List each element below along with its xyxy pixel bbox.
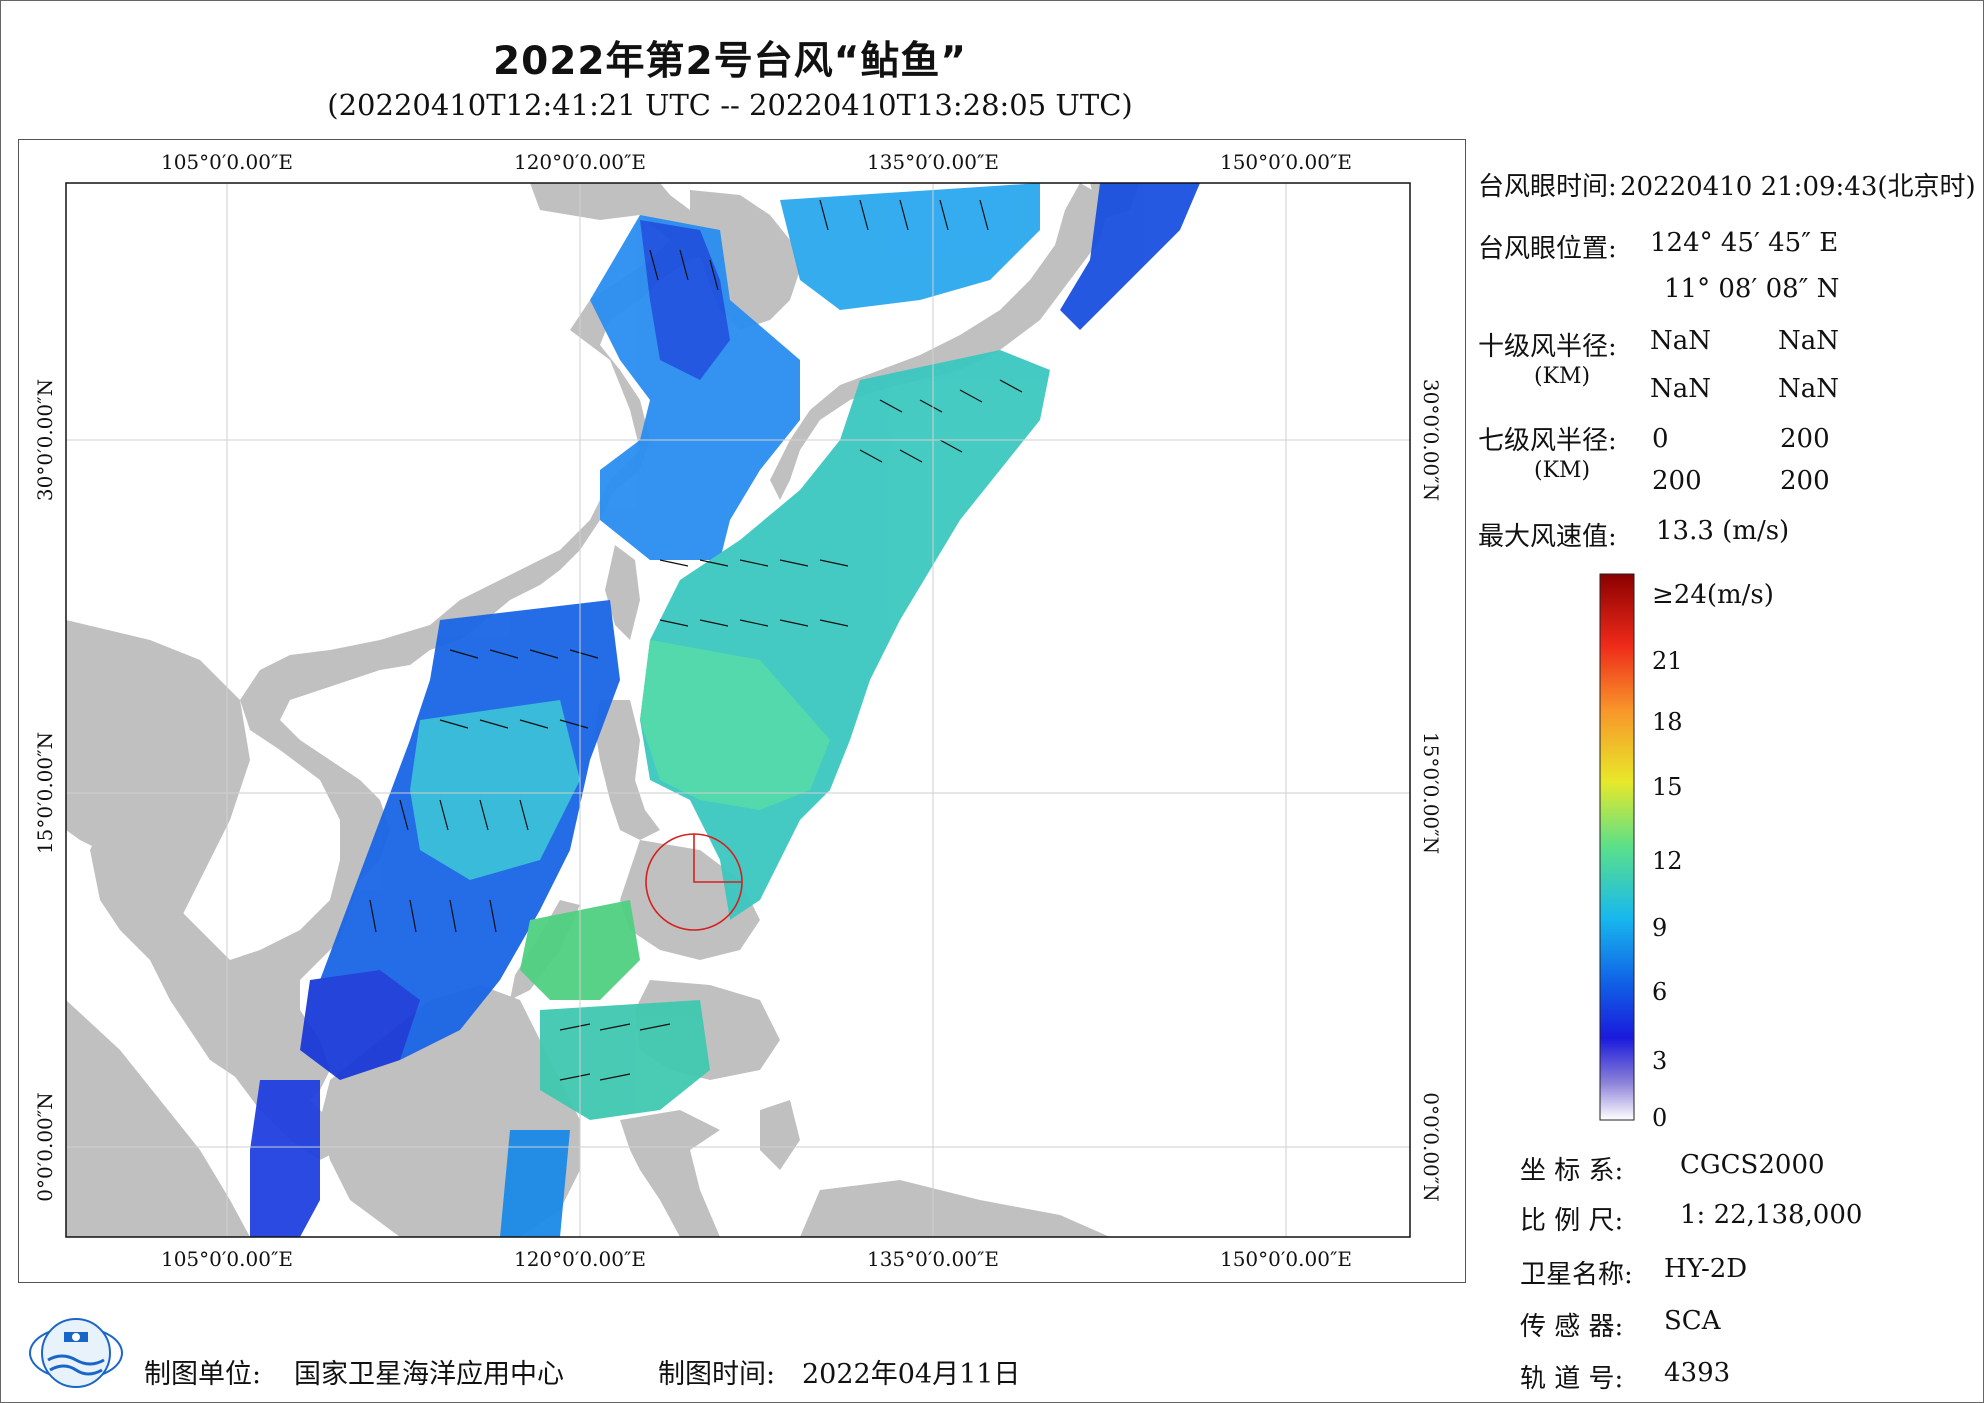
graticule: [66, 183, 1410, 1237]
scale-value: 1: 22,138,000: [1680, 1200, 1863, 1230]
producer-label: 制图单位:: [144, 1359, 262, 1390]
lat-labels-left: 30°0′0.00″N 15°0′0.00″N 0°0′0.00″N: [33, 379, 57, 1202]
lat-label-left: 0°0′0.00″N: [33, 1092, 57, 1202]
colorbar-top-label: ≥24(m/s): [1652, 580, 1774, 610]
taiwan: [605, 545, 640, 640]
r7-value: 200: [1780, 466, 1830, 496]
eye-position-label: 台风眼位置:: [1478, 234, 1617, 264]
wind-barb-row-3: [659, 559, 849, 627]
r7-value: 200: [1652, 466, 1702, 496]
crs-value: CGCS2000: [1680, 1150, 1825, 1180]
lon-label-top: 150°0′0.00″E: [1220, 150, 1352, 174]
typhoon-eye-marker: [645, 833, 743, 931]
wind-barb-row-5: [369, 799, 529, 933]
indochina: [66, 620, 340, 1160]
colorbar-tick: 9: [1652, 914, 1668, 942]
eye-latitude: 11° 08′ 08″ N: [1664, 274, 1840, 304]
colorbar-tick: 0: [1652, 1104, 1668, 1132]
lat-label-right: 30°0′0.00″N: [1419, 379, 1443, 501]
lon-label-top: 120°0′0.00″E: [514, 150, 646, 174]
wind-barb-row-6: [559, 1023, 671, 1081]
sensor-label: 传 感 器:: [1520, 1312, 1624, 1342]
satellite-value: HY-2D: [1664, 1254, 1748, 1284]
wind-barb-row-1: [649, 199, 989, 291]
swath-east-china-sea: [590, 215, 800, 560]
lon-label-top: 105°0′0.00″E: [161, 150, 293, 174]
lon-labels-top: 105°0′0.00″E 120°0′0.00″E 135°0′0.00″E 1…: [161, 150, 1352, 174]
colorbar-tick: 15: [1652, 773, 1683, 801]
sulawesi: [620, 1110, 720, 1237]
r7-unit: (KM): [1534, 458, 1591, 483]
new-guinea: [760, 1100, 1110, 1237]
lon-label-bottom: 120°0′0.00″E: [514, 1247, 646, 1271]
r10-value: NaN: [1650, 374, 1712, 404]
lat-label-right: 0°0′0.00″N: [1419, 1092, 1443, 1202]
lon-label-bottom: 135°0′0.00″E: [867, 1247, 999, 1271]
swath-gulf-thailand: [300, 970, 420, 1080]
r7-value: 200: [1780, 424, 1830, 454]
max-wind-value: 13.3 (m/s): [1656, 516, 1790, 546]
eye-longitude: 124° 45′ 45″ E: [1650, 228, 1839, 258]
luzon: [595, 700, 660, 840]
swath-scs-center: [410, 700, 580, 880]
producer-value: 国家卫星海洋应用中心: [294, 1359, 564, 1390]
map-date-value: 2022年04月11日: [802, 1359, 1021, 1390]
r10-unit: (KM): [1534, 364, 1591, 389]
map-title: 2022年第2号台风“鲇鱼”: [493, 39, 967, 84]
map-date-label: 制图时间:: [658, 1359, 776, 1390]
map-subtitle: (20220410T12:41:21 UTC -- 20220410T13:28…: [327, 88, 1133, 122]
asia-mainland: [66, 183, 740, 1110]
colorbar-tick: 21: [1652, 647, 1683, 675]
japan: [770, 183, 1140, 500]
lat-labels-right: 30°0′0.00″N 15°0′0.00″N 0°0′0.00″N: [1419, 379, 1443, 1202]
map-outer-frame: [18, 139, 1466, 1283]
eye-time-label: 台风眼时间:: [1478, 172, 1617, 202]
max-wind-label: 最大风速值:: [1478, 522, 1617, 552]
wind-barb-row-4: [439, 649, 599, 729]
nsoas-logo-icon: [29, 1318, 123, 1388]
map-area: [66, 183, 1410, 1237]
swath-pacific-south: [640, 640, 830, 810]
swath-north-east: [1060, 183, 1200, 330]
orbit-value: 4393: [1664, 1358, 1731, 1388]
swath-celebes: [540, 1000, 710, 1120]
scale-label: 比 例 尺:: [1520, 1206, 1624, 1236]
swath-japan-sea: [780, 183, 1040, 310]
lon-label-top: 135°0′0.00″E: [867, 150, 999, 174]
r10-value: NaN: [1650, 326, 1712, 356]
r10-value: NaN: [1778, 374, 1840, 404]
satellite-label: 卫星名称:: [1520, 1260, 1633, 1290]
sumatra: [66, 1000, 250, 1237]
orbit-label: 轨 道 号:: [1520, 1364, 1624, 1394]
sensor-value: SCA: [1664, 1306, 1721, 1336]
colorbar-tick: 18: [1652, 708, 1683, 736]
lon-labels-bottom: 105°0′0.00″E 120°0′0.00″E 135°0′0.00″E 1…: [161, 1247, 1352, 1271]
colorbar: [1599, 573, 1635, 1121]
r10-value: NaN: [1778, 326, 1840, 356]
r7-value: 0: [1652, 424, 1669, 454]
colorbar-tick: 6: [1652, 978, 1668, 1006]
colorbar-tick: 3: [1652, 1047, 1668, 1075]
swath-java-sea: [250, 1080, 320, 1237]
crs-label: 坐 标 系:: [1520, 1156, 1624, 1186]
r7-label: 七级风半径:: [1478, 426, 1617, 456]
colorbar-tick: 12: [1652, 847, 1683, 875]
lat-label-left: 30°0′0.00″N: [33, 379, 57, 501]
wind-swath: [250, 183, 1200, 1237]
wind-barb-row-2: [859, 379, 1023, 463]
r10-label: 十级风半径:: [1478, 332, 1617, 362]
swath-makassar: [500, 1130, 570, 1237]
map-inner-frame: [65, 182, 1411, 1238]
lon-label-bottom: 105°0′0.00″E: [161, 1247, 293, 1271]
lat-label-right: 15°0′0.00″N: [1419, 732, 1443, 854]
lon-label-bottom: 150°0′0.00″E: [1220, 1247, 1352, 1271]
wind-barbs: [369, 199, 1023, 1081]
lat-label-left: 15°0′0.00″N: [33, 732, 57, 854]
swath-yellow-sea: [640, 220, 730, 380]
eye-time-value: 20220410 21:09:43(北京时): [1620, 172, 1976, 202]
